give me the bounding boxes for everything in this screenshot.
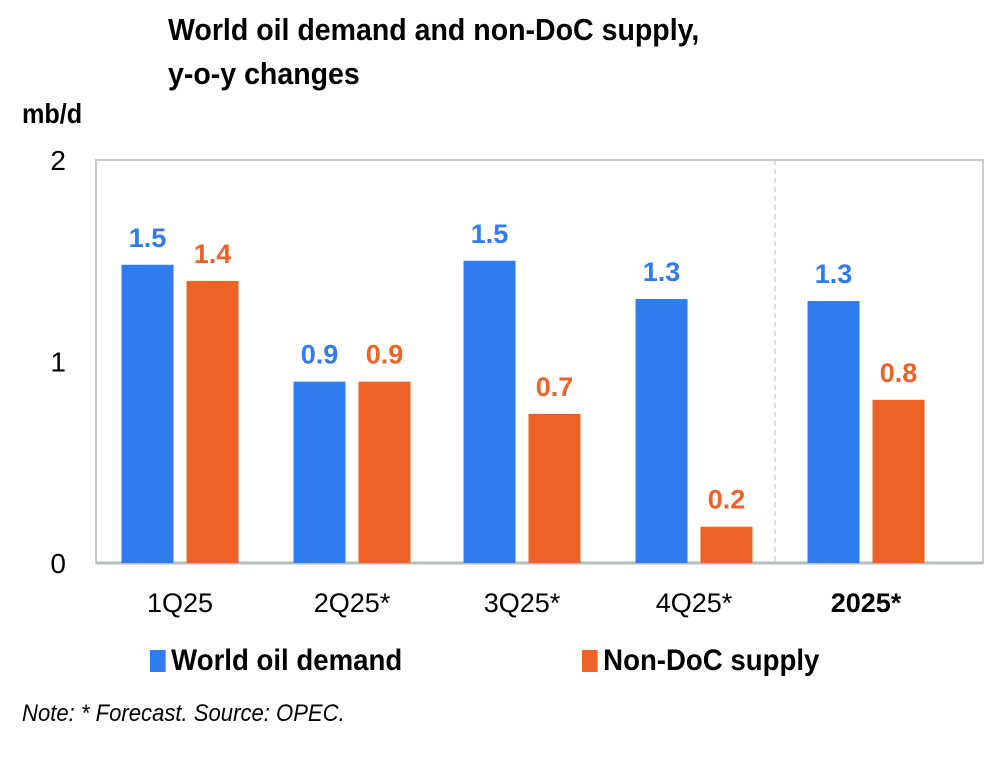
y-tick-label: 0 (50, 548, 66, 579)
bar-demand (463, 260, 516, 563)
data-label: 1.5 (471, 219, 509, 249)
x-tick-label: 2Q25* (314, 588, 391, 618)
title-line-2: y-o-y changes (168, 56, 360, 91)
y-axis-unit: mb/d (22, 98, 83, 129)
data-label: 0.7 (536, 372, 574, 402)
bar-supply (186, 280, 239, 563)
bar-supply (528, 413, 581, 563)
bar-demand (807, 301, 860, 563)
bar-supply (872, 399, 925, 563)
x-tick-label: 3Q25* (484, 588, 561, 618)
data-label: 1.5 (129, 223, 167, 253)
x-tick-label: 1Q25 (147, 588, 213, 618)
legend-swatch-demand (150, 650, 166, 672)
bar-chart: 0 1 2 1.5 1.4 1Q25 0.9 0.9 2Q25* 1.5 0.7 3Q25* 1.3 0.… (50, 145, 984, 618)
data-label: 0.8 (880, 358, 918, 388)
legend-swatch-supply (582, 650, 598, 672)
data-label: 0.2 (708, 485, 746, 515)
y-tick-label: 2 (50, 145, 66, 176)
legend-item-supply: Non-DoC supply (582, 644, 819, 678)
chart-note: Note: * Forecast. Source: OPEC. (22, 700, 345, 727)
x-tick-label: 2025* (831, 588, 902, 618)
data-label: 1.4 (194, 239, 232, 269)
legend-label-supply: Non-DoC supply (603, 644, 820, 677)
data-label: 1.3 (643, 257, 681, 287)
bar-demand (121, 264, 174, 563)
data-label: 1.3 (815, 259, 853, 289)
title-line-1: World oil demand and non-DoC supply, (168, 12, 700, 47)
chart-title: World oil demand and non-DoC supply, y-o… (168, 8, 699, 96)
data-label: 0.9 (366, 340, 404, 370)
bar-supply (700, 526, 753, 563)
y-tick-label: 1 (50, 347, 66, 378)
data-label: 0.9 (301, 340, 339, 370)
bar-demand (293, 381, 346, 563)
bar-supply (358, 381, 411, 563)
legend-item-demand: World oil demand (150, 644, 402, 678)
legend-label-demand: World oil demand (171, 644, 403, 677)
x-tick-label: 4Q25* (656, 588, 733, 618)
bar-demand (635, 299, 688, 563)
